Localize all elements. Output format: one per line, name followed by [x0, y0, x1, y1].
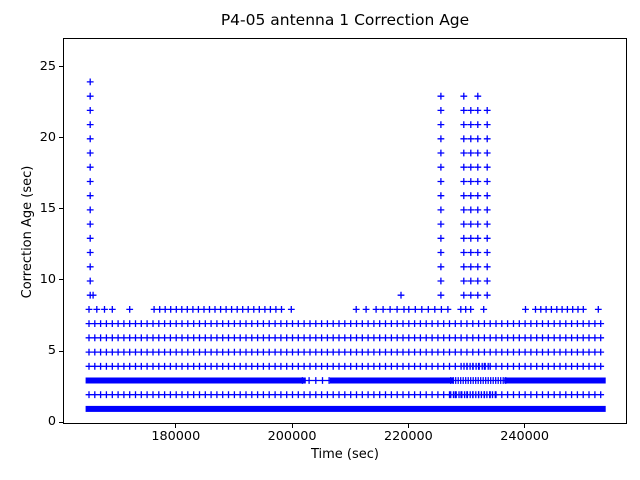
y-axis-label: Correction Age (sec): [20, 165, 35, 299]
x-tick-label: 180000: [151, 429, 201, 444]
marker-row-y4: [85, 362, 605, 370]
y-tick-label: 10: [39, 271, 56, 287]
marker-row-y2: [85, 391, 605, 399]
marker-row-y2: [447, 391, 499, 399]
marker-row-y6: [85, 334, 605, 342]
plot-markers-svg: [85, 78, 606, 412]
band3-sparse-markers: [299, 377, 333, 384]
plot-area: [63, 38, 627, 424]
y-tick-mark: [59, 208, 63, 210]
y-tick-label: 15: [39, 200, 56, 216]
x-axis-label: Time (sec): [310, 447, 379, 462]
marker-row-y7: [85, 320, 605, 327]
band3-sparse-markers: [447, 377, 510, 384]
y-tick-mark: [59, 350, 63, 352]
solid-band-y3: [85, 377, 306, 384]
marker-row-y8: [85, 306, 602, 313]
isolated-points: [89, 291, 405, 299]
y-tick-mark: [59, 421, 63, 423]
y-tick-mark: [59, 137, 63, 139]
y-tick-label: 25: [39, 58, 56, 74]
y-tick-label: 0: [47, 414, 56, 430]
x-tick-mark: [524, 424, 526, 428]
x-tick-label: 240000: [500, 429, 550, 444]
y-tick-mark: [59, 66, 63, 68]
chart-title: P4-05 antenna 1 Correction Age: [220, 11, 470, 29]
solid-band-y3: [504, 377, 606, 384]
solid-band-y1: [85, 405, 606, 412]
x-tick-label: 200000: [267, 429, 317, 444]
marker-row-y4: [460, 362, 492, 370]
x-tick-label: 220000: [383, 429, 433, 444]
y-tick-label: 20: [39, 129, 56, 145]
x-tick-mark: [175, 424, 177, 428]
marker-row-y5: [85, 348, 605, 356]
y-tick-label: 5: [47, 343, 56, 359]
x-tick-mark: [291, 424, 293, 428]
solid-band-y3: [329, 377, 455, 384]
x-tick-mark: [407, 424, 409, 428]
y-tick-mark: [59, 279, 63, 281]
spike-columns: [86, 78, 491, 299]
